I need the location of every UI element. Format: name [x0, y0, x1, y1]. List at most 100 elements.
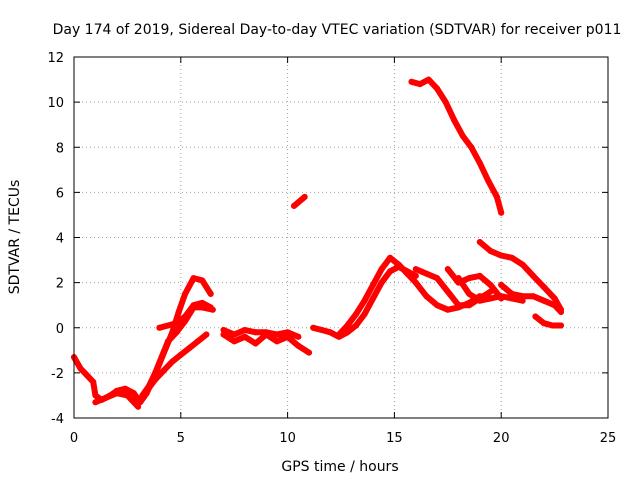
- data-point: [143, 387, 150, 394]
- data-point: [252, 340, 259, 347]
- data-point: [487, 295, 494, 302]
- data-point: [444, 266, 451, 273]
- data-point: [434, 275, 441, 282]
- y-tick-label: -2: [51, 367, 64, 382]
- x-tick-label: 25: [600, 431, 617, 446]
- x-tick-label: 15: [386, 431, 403, 446]
- series-line-14: [455, 275, 494, 304]
- data-point: [156, 324, 163, 331]
- data-point: [408, 78, 415, 85]
- data-point: [378, 279, 385, 286]
- data-point: [90, 378, 97, 385]
- data-point: [387, 268, 394, 275]
- data-point: [291, 202, 297, 209]
- data-point: [455, 302, 462, 309]
- data-point: [273, 331, 280, 338]
- data-point: [519, 261, 526, 268]
- data-point: [231, 331, 238, 338]
- data-point: [310, 324, 317, 331]
- data-point: [442, 99, 449, 106]
- data-point: [353, 311, 359, 318]
- data-point: [378, 266, 385, 273]
- data-point: [318, 327, 325, 333]
- data-point: [173, 320, 180, 327]
- y-axis-label: SDTVAR / TECUs: [7, 180, 23, 295]
- data-point: [476, 297, 483, 304]
- data-point: [263, 329, 270, 336]
- data-point: [199, 299, 206, 306]
- data-point: [160, 367, 167, 374]
- data-point: [199, 277, 206, 284]
- data-point: [177, 351, 184, 358]
- data-point: [434, 85, 441, 92]
- data-point: [540, 320, 547, 327]
- data-point: [551, 295, 558, 302]
- data-point: [487, 281, 494, 288]
- data-point: [173, 329, 180, 336]
- data-point: [182, 313, 189, 320]
- data-point: [532, 313, 539, 320]
- y-tick-label: 4: [56, 232, 64, 247]
- data-point: [468, 144, 475, 151]
- y-tick-label: 12: [47, 51, 64, 66]
- series-line-10: [335, 254, 526, 338]
- data-point: [549, 322, 556, 329]
- data-point: [175, 309, 182, 315]
- data-point: [306, 349, 312, 356]
- data-point: [207, 290, 214, 297]
- data-point: [122, 385, 129, 392]
- data-point: [241, 333, 248, 340]
- x-tick-label: 10: [279, 431, 296, 446]
- y-tick-label: 6: [56, 186, 64, 201]
- data-point: [434, 302, 441, 309]
- series-layer: [71, 76, 564, 410]
- data-point: [485, 178, 492, 185]
- data-point: [551, 302, 558, 309]
- data-point: [273, 338, 280, 345]
- data-point: [353, 322, 359, 329]
- data-point: [194, 338, 201, 345]
- data-point: [466, 302, 473, 309]
- data-point: [135, 403, 142, 410]
- data-point: [92, 399, 99, 406]
- data-point: [190, 275, 197, 282]
- x-tick-label: 0: [70, 431, 78, 446]
- data-point: [423, 270, 430, 277]
- data-point: [203, 331, 210, 338]
- data-point: [301, 193, 308, 200]
- data-point: [476, 272, 483, 279]
- data-point: [77, 365, 84, 372]
- data-point: [284, 329, 291, 336]
- data-point: [508, 254, 515, 261]
- data-point: [124, 392, 131, 399]
- y-tick-label: 8: [56, 141, 64, 156]
- x-axis-label: GPS time / hours: [281, 459, 398, 475]
- data-point: [444, 306, 451, 313]
- y-tick-label: 10: [47, 96, 64, 111]
- tick-layer: 0 5 10 15 20 25 -4 -2 0 2 4 6 8 10 12: [47, 51, 616, 446]
- data-point: [220, 327, 227, 333]
- data-point: [412, 279, 419, 286]
- data-point: [417, 81, 423, 88]
- data-point: [295, 342, 302, 349]
- data-point: [241, 327, 248, 333]
- series-line-17: [532, 313, 564, 329]
- data-point: [459, 133, 466, 139]
- data-point: [207, 304, 214, 311]
- data-point: [455, 275, 462, 282]
- data-point: [508, 290, 515, 297]
- data-point: [335, 331, 342, 338]
- data-point: [361, 311, 368, 318]
- data-point: [423, 293, 430, 300]
- data-point: [327, 329, 334, 336]
- data-point: [558, 322, 564, 329]
- data-point: [295, 333, 302, 340]
- data-point: [165, 322, 171, 329]
- data-point: [190, 302, 197, 309]
- data-point: [425, 76, 432, 83]
- data-point: [83, 372, 90, 379]
- data-point: [498, 209, 505, 216]
- data-point: [451, 117, 458, 124]
- data-point: [344, 322, 351, 329]
